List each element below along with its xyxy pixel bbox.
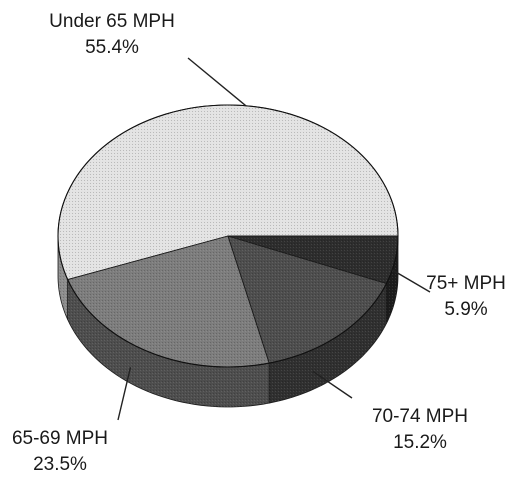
slice-label-70-74: 70-74 MPH [372, 406, 468, 427]
leader-line-70-74-mph [312, 370, 353, 399]
pie-sides [57, 235, 399, 408]
leader-line-65-69-mph [117, 367, 132, 421]
slice-label-under-65: Under 65 MPH [49, 11, 175, 32]
leader-lines [117, 57, 431, 421]
slice-side-texture [58, 236, 68, 320]
slice-side-texture [269, 283, 387, 404]
pie-slices [57, 104, 399, 368]
slice-value-70-74: 15.2% [393, 432, 447, 453]
pie-outline [57, 104, 399, 368]
slice-label-65-69: 65-69 MPH [12, 428, 108, 449]
slice-value-under-65: 55.4% [85, 37, 139, 58]
slice-value-75-plus: 5.9% [444, 299, 487, 320]
leader-line-under-65-mph [187, 57, 247, 107]
slice-value-65-69: 23.5% [33, 454, 87, 475]
leader-line-75-plus-mph [391, 269, 431, 293]
slice-side-texture [67, 279, 270, 407]
slice-texture [228, 236, 387, 364]
slice-label-75-plus: 75+ MPH [426, 273, 506, 294]
slice-side-texture [386, 236, 398, 324]
slice-texture [67, 236, 270, 367]
slice-texture [228, 236, 398, 284]
